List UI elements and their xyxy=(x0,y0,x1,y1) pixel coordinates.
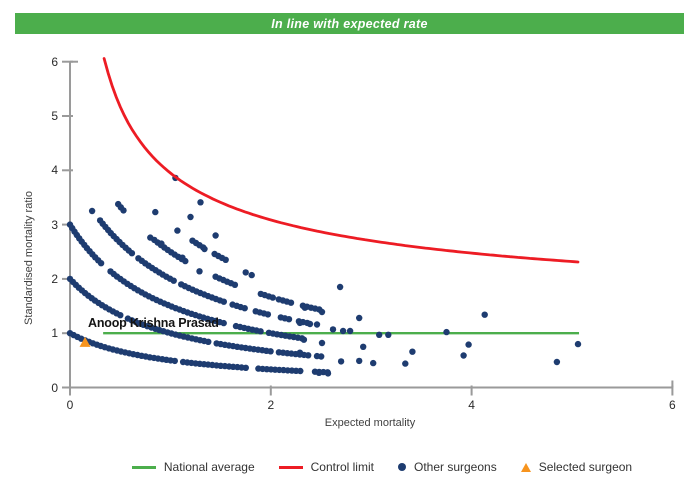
surgeon-point[interactable] xyxy=(481,311,488,318)
surgeon-point[interactable] xyxy=(179,254,186,261)
legend-marker-dot xyxy=(397,463,406,471)
surgeon-point[interactable] xyxy=(336,283,344,291)
surgeon-point[interactable] xyxy=(231,281,239,288)
surgeon-point[interactable] xyxy=(187,213,194,221)
surgeon-point[interactable] xyxy=(197,199,204,206)
surgeon-point[interactable] xyxy=(128,250,136,257)
y-tick-label: 5 xyxy=(51,109,58,123)
surgeon-point[interactable] xyxy=(318,339,326,347)
surgeon-point[interactable] xyxy=(360,343,367,350)
surgeon-point[interactable] xyxy=(264,311,272,318)
surgeon-point[interactable] xyxy=(301,304,309,311)
surgeon-point[interactable] xyxy=(339,327,347,335)
y-tick-label: 6 xyxy=(51,54,58,69)
surgeon-point[interactable] xyxy=(196,268,203,275)
y-tick-label: 0 xyxy=(51,380,58,395)
surgeon-point[interactable] xyxy=(220,319,227,327)
surgeon-point[interactable] xyxy=(287,299,295,306)
surgeon-point[interactable] xyxy=(465,341,472,348)
y-tick-label: 3 xyxy=(51,217,58,232)
surgeon-point[interactable] xyxy=(88,207,96,215)
legend-item-national-average: National average xyxy=(131,460,255,474)
surgeon-point[interactable] xyxy=(574,340,582,348)
surgeon-point[interactable] xyxy=(313,321,321,328)
surgeon-point[interactable] xyxy=(329,326,337,333)
legend-marker-line xyxy=(131,465,156,469)
y-tick-label: 4 xyxy=(51,163,58,178)
surgeon-point[interactable] xyxy=(285,316,293,323)
legend-label: Other surgeons xyxy=(413,460,497,474)
surgeon-point[interactable] xyxy=(257,328,264,335)
surgeon-point[interactable] xyxy=(460,352,467,359)
surgeon-point[interactable] xyxy=(370,359,377,367)
legend-item-other-surgeons: Other surgeons xyxy=(397,460,497,474)
surgeon-point[interactable] xyxy=(306,320,314,328)
surgeon-point[interactable] xyxy=(174,227,181,234)
surgeon-point[interactable] xyxy=(300,336,308,343)
surgeon-point[interactable] xyxy=(402,360,409,367)
surgeon-point[interactable] xyxy=(269,294,276,301)
selected-surgeon-label: Anoop Krishna Prasad xyxy=(88,316,219,330)
surgeon-point[interactable] xyxy=(443,328,450,336)
y-tick-label: 2 xyxy=(51,271,58,286)
x-tick-label: 2 xyxy=(267,397,275,412)
x-axis-title: Expected mortality xyxy=(324,417,416,429)
surgeon-point[interactable] xyxy=(152,208,159,216)
surgeon-point[interactable] xyxy=(315,369,323,376)
status-banner-text: In line with expected rate xyxy=(271,16,428,31)
surgeon-point[interactable] xyxy=(376,331,383,338)
surgeon-point[interactable] xyxy=(147,234,154,241)
surgeon-point[interactable] xyxy=(296,349,304,356)
surgeon-point[interactable] xyxy=(267,348,274,355)
status-banner: In line with expected rate xyxy=(15,13,684,34)
surgeon-point[interactable] xyxy=(220,298,227,305)
surgeon-point[interactable] xyxy=(171,357,178,365)
surgeon-point[interactable] xyxy=(297,367,304,375)
surgeon-point[interactable] xyxy=(158,240,165,247)
legend-label: National average xyxy=(163,460,255,474)
legend: National average Control limit Other surge… xyxy=(0,460,700,474)
surgeon-point[interactable] xyxy=(201,245,208,253)
legend-marker-line xyxy=(278,465,303,469)
legend-marker-triangle xyxy=(520,462,531,472)
surgeon-point[interactable] xyxy=(346,327,354,335)
selected-surgeon-marker[interactable] xyxy=(79,336,91,347)
surgeon-point[interactable] xyxy=(205,338,212,345)
surgeon-point[interactable] xyxy=(170,277,177,284)
x-tick-label: 0 xyxy=(66,397,74,412)
surgeon-point[interactable] xyxy=(242,364,249,371)
surgeon-point[interactable] xyxy=(305,352,312,359)
surgeon-point[interactable] xyxy=(97,260,105,267)
surgeon-point[interactable] xyxy=(296,319,304,327)
surgeon-point[interactable] xyxy=(222,256,229,263)
surgeon-point[interactable] xyxy=(356,357,363,365)
surgeon-point[interactable] xyxy=(117,312,124,319)
surgeon-point[interactable] xyxy=(337,358,345,365)
funnel-plot-canvas xyxy=(62,57,674,396)
surgeon-point[interactable] xyxy=(318,308,326,316)
x-tick-label: 4 xyxy=(468,397,475,412)
legend-item-control-limit: Control limit xyxy=(278,460,374,474)
y-tick-label: 1 xyxy=(51,326,58,341)
surgeon-point[interactable] xyxy=(241,305,248,312)
funnel-plot: Standardised mortality ratio Expected mo… xyxy=(0,34,700,500)
legend-label: Selected surgeon xyxy=(538,460,633,474)
surgeon-point[interactable] xyxy=(356,314,363,322)
legend-label: Control limit xyxy=(310,460,374,474)
surgeon-point[interactable] xyxy=(242,269,249,276)
surgeon-point[interactable] xyxy=(385,331,392,338)
surgeon-point[interactable] xyxy=(248,271,255,279)
surgeon-point[interactable] xyxy=(120,207,127,214)
surgeon-point[interactable] xyxy=(324,370,332,377)
surgeon-point[interactable] xyxy=(409,348,416,355)
legend-item-selected-surgeon: Selected surgeon xyxy=(520,460,633,474)
surgeon-point[interactable] xyxy=(553,358,561,366)
surgeon-point[interactable] xyxy=(318,353,325,360)
control-limit-curve xyxy=(102,57,580,264)
surgeon-point[interactable] xyxy=(212,232,219,239)
x-tick-label: 6 xyxy=(669,397,676,412)
